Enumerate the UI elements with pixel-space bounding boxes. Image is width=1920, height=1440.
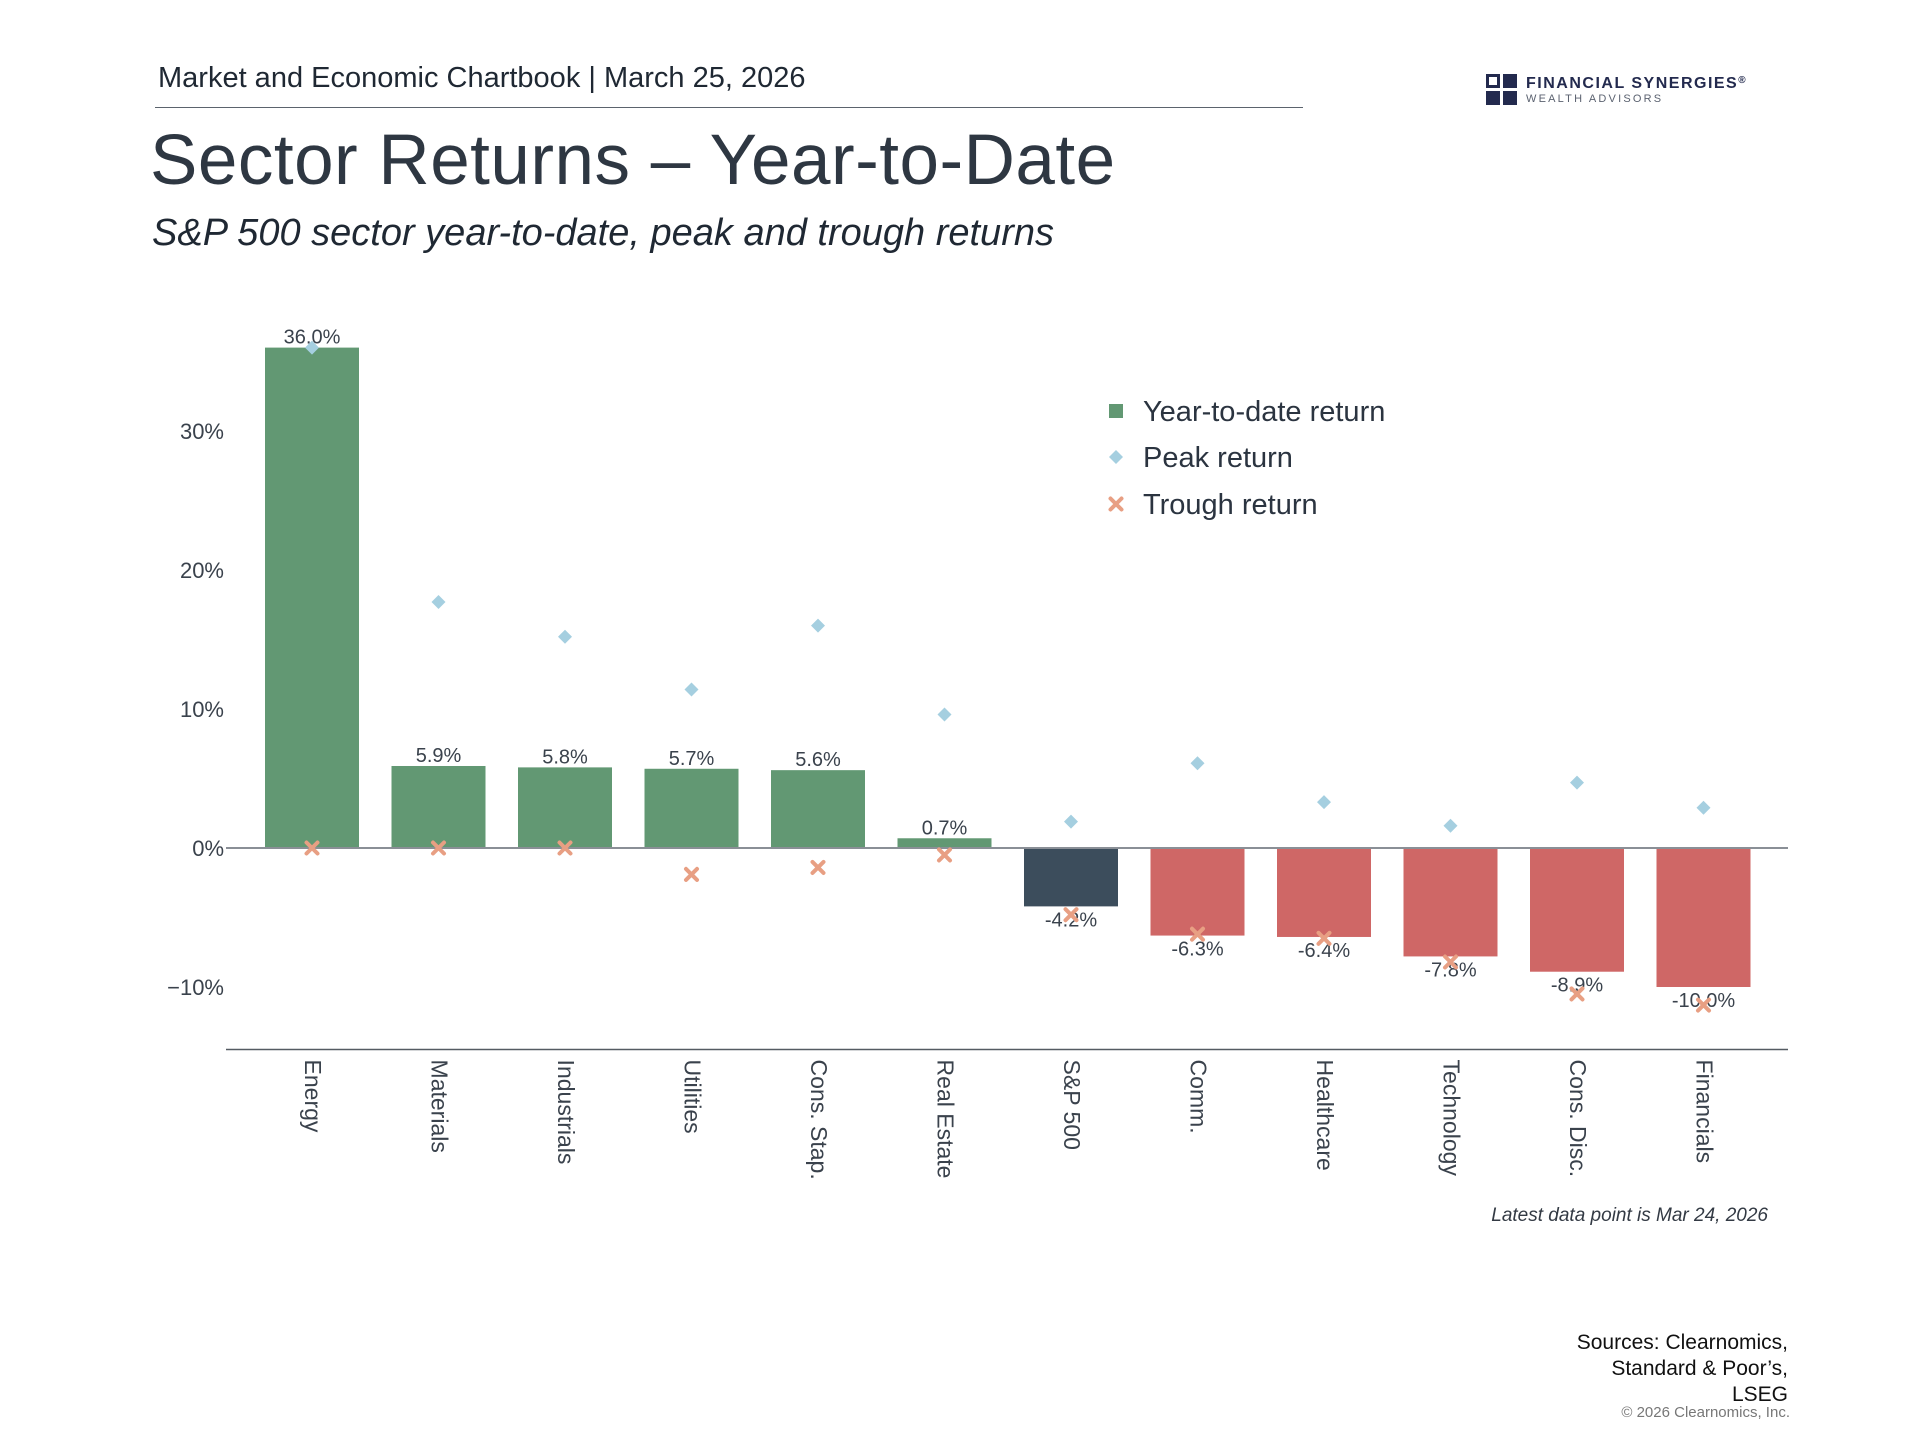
peak-marker-financials [1696,800,1711,815]
trough-marker-industrials [557,840,573,856]
x-tick-label-comm: Comm. [1186,1060,1212,1134]
peak-marker-healthcare [1317,795,1331,810]
legend-swatch-ytd [1109,404,1123,418]
x-tick-label-technology: Technology [1439,1060,1465,1177]
latest-data-footnote: Latest data point is Mar 24, 2026 [1491,1205,1768,1226]
bar-financials [1656,848,1751,987]
data-label-s-p-500: -4.2% [1045,909,1097,931]
legend-label-trough: Trough return [1143,489,1318,521]
data-label-cons-disc: -8.9% [1551,975,1603,997]
x-tick-label-materials: Materials [427,1060,453,1153]
data-label-real-estate: 0.7% [922,817,968,839]
x-tick-label-cons-disc: Cons. Disc. [1565,1060,1591,1178]
bar-cons-disc [1530,848,1624,972]
peak-marker-cons-disc [1570,775,1584,790]
copyright: © 2026 Clearnomics, Inc. [1621,1404,1790,1421]
trough-marker-healthcare [1316,930,1332,946]
bar-comm [1150,848,1245,936]
y-tick-label: −10% [167,975,224,1000]
peak-marker-energy [305,340,319,355]
y-tick-label: 20% [180,558,224,583]
x-tick-label-healthcare: Healthcare [1312,1060,1338,1171]
x-tick-label-utilities: Utilities [680,1060,706,1134]
data-label-energy: 36.0% [284,327,341,349]
bar-utilities [644,768,739,848]
logo-name: FINANCIAL SYNERGIES [1526,75,1739,92]
x-tick-label-real-estate: Real Estate [933,1060,959,1179]
trough-marker-technology [1443,954,1458,970]
data-label-cons-stap: 5.6% [795,749,841,771]
y-tick-label: 30% [180,419,224,444]
chartbook-title: Market and Economic Chartbook [158,62,581,94]
x-tick-label-energy: Energy [300,1060,326,1133]
legend-swatch-trough [1108,496,1124,512]
header-separator: | [588,62,596,94]
peak-marker-real-estate [937,707,952,722]
sources-line-2: Standard & Poor’s, [1611,1357,1788,1380]
bar-technology [1403,848,1498,957]
trough-marker-real-estate [937,847,952,863]
trough-marker-utilities [684,866,699,882]
logo-grid-icon [1486,74,1518,106]
x-tick-label-industrials: Industrials [553,1060,579,1165]
legend-label-ytd: Year-to-date return [1143,396,1385,428]
peak-marker-s-p-500 [1064,814,1078,829]
bar-energy [265,347,359,848]
logo-registered-mark: ® [1738,75,1748,86]
y-tick-label: 0% [192,836,224,861]
peak-marker-materials [431,594,446,609]
bar-s-p-500 [1024,848,1118,907]
trough-marker-cons-stap [810,859,826,875]
data-label-financials: -10.0% [1672,990,1736,1012]
x-tick-label-financials: Financials [1692,1060,1718,1164]
trough-marker-financials [1696,997,1711,1013]
data-label-comm: -6.3% [1171,939,1223,961]
x-tick-label-cons-stap: Cons. Stap. [806,1060,832,1180]
y-tick-label: 10% [180,697,224,722]
x-tick-label-s-p-500: S&P 500 [1059,1060,1085,1150]
data-label-industrials: 5.8% [542,746,588,768]
header-divider [155,107,1303,108]
data-label-healthcare: -6.4% [1298,940,1350,962]
peak-marker-cons-stap [811,618,825,633]
bar-real-estate [897,838,992,848]
page-subtitle: S&P 500 sector year-to-date, peak and tr… [152,212,1054,254]
trough-marker-comm [1190,926,1205,942]
bar-industrials [518,767,612,848]
trough-marker-materials [431,840,446,856]
data-label-utilities: 5.7% [669,748,715,770]
chartbook-header: Market and Economic Chartbook | March 25… [158,62,1298,95]
company-logo: FINANCIAL SYNERGIES® WEALTH ADVISORS [1486,74,1776,108]
page-title: Sector Returns – Year-to-Date [150,121,1116,200]
peak-marker-utilities [684,682,699,697]
peak-marker-technology [1443,818,1458,833]
legend-swatch-peak [1109,450,1123,464]
bar-materials [391,765,486,848]
peak-marker-industrials [558,629,572,644]
trough-marker-energy [304,840,320,856]
trough-marker-s-p-500 [1063,907,1079,923]
chartbook-date: March 25, 2026 [603,62,806,94]
peak-marker-comm [1190,756,1205,771]
data-label-materials: 5.9% [416,745,462,767]
sources-line-3: LSEG [1731,1383,1788,1406]
bar-cons-stap [771,770,865,848]
trough-marker-cons-disc [1569,986,1585,1002]
bar-healthcare [1277,848,1371,937]
sources-line-1: Sources: Clearnomics, [1576,1331,1788,1354]
sources-note: Sources: Clearnomics, Standard & Poor’s,… [1468,1330,1788,1408]
data-label-technology: -7.8% [1424,959,1476,981]
logo-subtitle: WEALTH ADVISORS [1526,93,1664,105]
legend-label-peak: Peak return [1143,442,1293,474]
